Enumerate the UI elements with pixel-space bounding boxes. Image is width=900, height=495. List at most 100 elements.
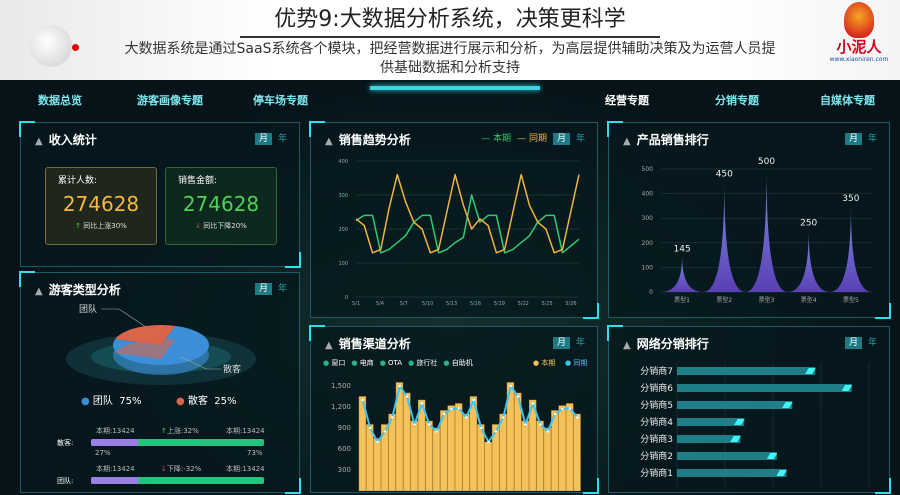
distributor-bar	[677, 435, 741, 443]
month-button[interactable]: 月	[552, 133, 570, 145]
card-change: ↑ 同比上涨30%	[75, 222, 127, 230]
year-button[interactable]: 年	[575, 338, 585, 348]
channel-legend-item[interactable]: ● 自助机	[443, 359, 473, 367]
y-tick: 600	[338, 445, 351, 453]
bar	[484, 441, 492, 491]
month-button[interactable]: 月	[844, 133, 862, 145]
series-legend-item[interactable]: ● 同期	[565, 359, 588, 367]
bar	[432, 427, 441, 491]
bar	[366, 424, 374, 491]
x-tick: 票型2	[716, 296, 732, 304]
data-label: 250	[800, 219, 817, 229]
bar-right-pct: 73%	[247, 449, 263, 457]
category-label: 分销商2	[640, 450, 673, 462]
y-tick: 0	[649, 289, 653, 296]
bar	[469, 396, 478, 491]
row-left: 本期:13424	[96, 427, 135, 435]
logo-text: 小泥人	[836, 38, 882, 56]
year-button[interactable]: 年	[867, 338, 877, 348]
point	[405, 395, 409, 398]
panel-title: ▲ 游客类型分析	[35, 283, 121, 297]
bar	[521, 420, 529, 491]
data-label: 145	[674, 244, 691, 254]
distributor-bar	[677, 418, 745, 426]
period-toggle: 月年	[844, 337, 877, 349]
bar-tip	[782, 402, 793, 408]
peak-bar	[787, 230, 830, 292]
series-legend-item[interactable]: ● 本期	[533, 359, 556, 367]
ratio-bar	[91, 477, 264, 484]
year-button[interactable]: 年	[867, 134, 877, 144]
category-label: 分销商7	[640, 365, 673, 377]
nav-parking[interactable]: 停车场专题	[253, 94, 308, 107]
distributor-chart: 分销商7 分销商6 分销商5 分销商4 分销商3 分销商2 分销商1	[640, 363, 870, 487]
bar	[491, 424, 500, 491]
peak-bar	[703, 181, 746, 292]
channel-legend-item[interactable]: ● 窗口	[323, 359, 346, 367]
data-label: 500	[758, 157, 775, 167]
bar	[425, 420, 433, 491]
product-sales-panel: ▲ 产品销售排行 月年 0 100 200 300 400 500 145 票型1 450 票型2 5…	[607, 121, 891, 319]
point	[502, 416, 505, 419]
point	[479, 426, 483, 430]
x-tick: 5/1	[352, 301, 360, 307]
year-button[interactable]: 年	[575, 134, 585, 144]
point	[450, 407, 453, 411]
y-tick: 900	[338, 424, 351, 432]
y-tick: 300	[338, 466, 351, 474]
bar	[440, 410, 448, 491]
mountain-icon: ▲	[325, 340, 333, 351]
channel-legend: ● 窗口 ● 电商 ● OTA ● 旅行社 ● 自助机 ● 本期 ● 同期	[323, 359, 593, 369]
point	[539, 423, 542, 426]
card-label: 销售金额:	[178, 176, 218, 186]
distributor-bar	[677, 452, 777, 460]
arrow-up-icon: ↑	[161, 427, 167, 435]
y-tick: 200	[338, 227, 348, 233]
point	[487, 440, 490, 444]
month-button[interactable]: 月	[552, 337, 570, 349]
channel-legend-item[interactable]: ● 电商	[351, 359, 374, 367]
nav-overview[interactable]: 数据总览	[38, 94, 82, 107]
slide-header: 优势9:大数据分析系统，决策更科学 大数据系统是通过SaaS系统各个模块，把经营…	[0, 0, 900, 80]
bar	[417, 399, 426, 491]
x-tick: 票型4	[801, 296, 817, 304]
point	[516, 395, 520, 398]
category-label: 分销商1	[640, 467, 673, 479]
data-label: 350	[842, 194, 859, 204]
x-tick: 票型5	[843, 296, 859, 304]
sales-channel-chart: 300 600 900 1,200 1,500	[331, 382, 581, 491]
legend-team: ● 团队 75%	[81, 396, 142, 407]
nav-media[interactable]: 自媒体专题	[820, 94, 875, 107]
nav-visitor-profile[interactable]: 游客画像专题	[137, 94, 203, 107]
nav-decoration	[370, 86, 540, 90]
bar	[373, 438, 381, 491]
x-tick: 5/19	[494, 301, 505, 307]
row-label: 团队:	[57, 477, 74, 485]
point	[391, 416, 394, 419]
decorative-circle	[30, 25, 72, 67]
point	[576, 416, 579, 419]
year-button[interactable]: 年	[277, 284, 287, 294]
category-label: 分销商6	[640, 382, 673, 394]
card-value: 274628	[182, 192, 260, 216]
label-line	[101, 308, 147, 328]
month-button[interactable]: 月	[254, 133, 272, 145]
nav-operations[interactable]: 经营专题	[605, 94, 649, 107]
income-panel: ▲ 收入统计 月年 累计人数: 274628 ↑ 同比上涨30% 销售金额: 27…	[19, 121, 301, 268]
nav-distribution[interactable]: 分销专题	[715, 94, 759, 107]
channel-legend-item[interactable]: ● OTA	[379, 359, 403, 367]
month-button[interactable]: 月	[844, 337, 862, 349]
data-label: 450	[716, 169, 733, 179]
y-tick: 0	[345, 295, 348, 301]
product-sales-chart: 0 100 200 300 400 500 145 票型1 450 票型2 500 票型3 250 票型4…	[642, 157, 872, 304]
x-tick: 5/10	[422, 301, 433, 307]
sales-trend-panel: ▲ 销售趋势分析 — 本期 — 同期月年 0 100 200 300 400 5/1 5/4 5/…	[309, 121, 599, 319]
mountain-icon: ▲	[623, 340, 631, 351]
visitor-type-panel: ▲ 游客类型分析 月年 团队 散客 ● 团队 75% ● 散客 25% 本期:134…	[19, 271, 301, 494]
y-tick: 300	[338, 193, 348, 199]
month-button[interactable]: 月	[254, 283, 272, 295]
series-line-本期	[355, 194, 580, 254]
year-button[interactable]: 年	[277, 134, 287, 144]
row-right: 本期:13424	[226, 427, 265, 435]
channel-legend-item[interactable]: ● 旅行社	[408, 359, 438, 367]
